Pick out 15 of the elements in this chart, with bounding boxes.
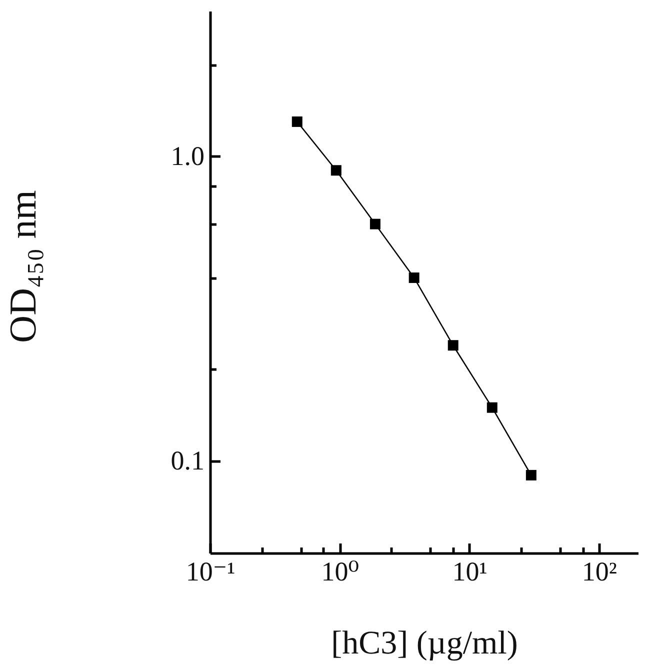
- y-tick-label: 1.0: [170, 140, 204, 171]
- point: [448, 340, 458, 351]
- point: [408, 272, 420, 283]
- x-tick-label: 10⁻¹: [186, 556, 236, 586]
- point: [292, 116, 302, 127]
- x-tick-label: 10¹: [452, 556, 488, 586]
- x-tick-label: 10⁰: [321, 556, 360, 586]
- point: [330, 165, 342, 176]
- point: [370, 218, 380, 230]
- x-axis-title: [hC3] (µg/ml): [331, 626, 518, 662]
- point: [526, 470, 536, 480]
- x-tick-label: 10²: [582, 556, 618, 586]
- y-axis-title: OD₄₅₀ nm: [2, 190, 44, 343]
- point: [486, 402, 498, 413]
- y-tick-label: 0.1: [170, 446, 204, 476]
